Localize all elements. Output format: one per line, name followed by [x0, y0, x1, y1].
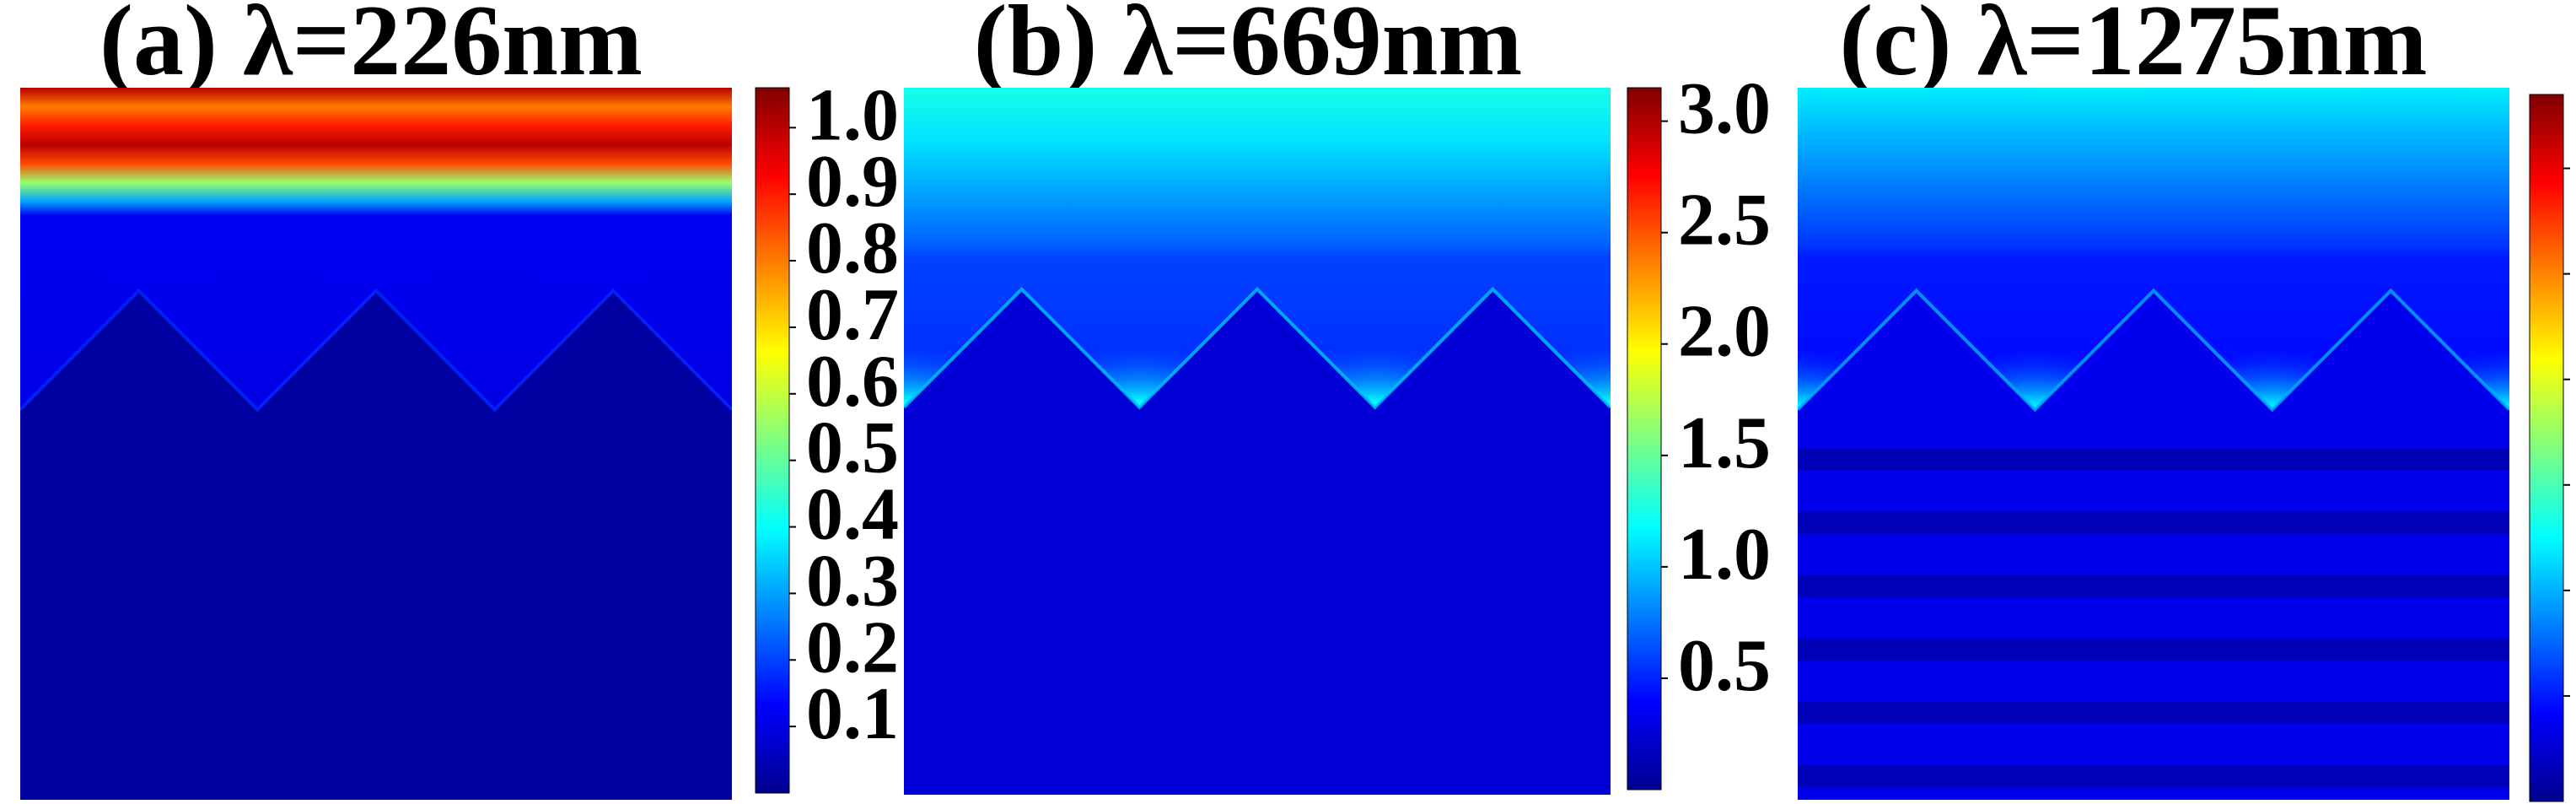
- colorbar-tick-label: 3.0: [1678, 68, 1771, 150]
- panel-c: (c) λ=1275nm0.51.01.52.02.53.0: [1798, 0, 2570, 802]
- panel-b-substrate: [904, 289, 1611, 795]
- panel-a-colorbar: [755, 87, 790, 794]
- grating-edge: [1798, 288, 2509, 413]
- substrate-fringe: [1798, 511, 2509, 534]
- colorbar-tick-label: 1.0: [806, 74, 899, 156]
- panel-c-colorbar: [2529, 94, 2564, 802]
- panel-b-title: (b) λ=669nm: [974, 0, 1523, 96]
- substrate-fringe: [1798, 701, 2509, 724]
- grating-edge: [20, 288, 732, 413]
- panel-b-colorbar: [1627, 87, 1662, 791]
- grating-edge: [904, 286, 1611, 410]
- substrate-fringe: [1798, 448, 2509, 471]
- colorbar-tick-label: 0.7: [806, 274, 899, 356]
- panel-a-title: (a) λ=226nm: [99, 0, 643, 96]
- colorbar-tick-label: 0.4: [806, 474, 899, 556]
- panel-a-plot: [20, 88, 732, 800]
- colorbar-tick-label: 0.6: [806, 341, 899, 423]
- colorbar-tick-label: 0.9: [806, 141, 899, 223]
- colorbar-tick-label: 1.0: [1678, 514, 1771, 596]
- colorbar-tick-label: 2.0: [1678, 291, 1771, 373]
- colorbar-tick-label: 0.1: [806, 673, 899, 755]
- colorbar-tick-label: 1.5: [1678, 402, 1771, 484]
- panel-c-substrate: [1798, 290, 2509, 800]
- panel-a-substrate: [20, 290, 732, 800]
- panel-b-plot: [904, 88, 1611, 795]
- colorbar-tick-label: 0.5: [806, 407, 899, 489]
- colorbar-tick-label: 0.5: [1678, 625, 1771, 707]
- colorbar-tick-label: 0.2: [806, 607, 899, 688]
- substrate-fringe: [1798, 575, 2509, 597]
- panel-a: (a) λ=226nm 0.10.20.30.40.50.60.70.80.91.…: [20, 0, 899, 800]
- panel-c-title: (c) λ=1275nm: [1839, 0, 2427, 96]
- substrate-fringe: [1798, 638, 2509, 661]
- colorbar-tick-label: 0.3: [806, 540, 899, 622]
- colorbar-tick-label: 0.8: [806, 208, 899, 289]
- substrate-fringe: [1798, 764, 2509, 787]
- colorbar-tick-label: 2.5: [1678, 180, 1771, 262]
- panel-b: (b) λ=669nm 0.5 1.0 1.5 2.0 2.5 3.0: [904, 0, 1771, 795]
- panel-c-plot: [1798, 88, 2509, 800]
